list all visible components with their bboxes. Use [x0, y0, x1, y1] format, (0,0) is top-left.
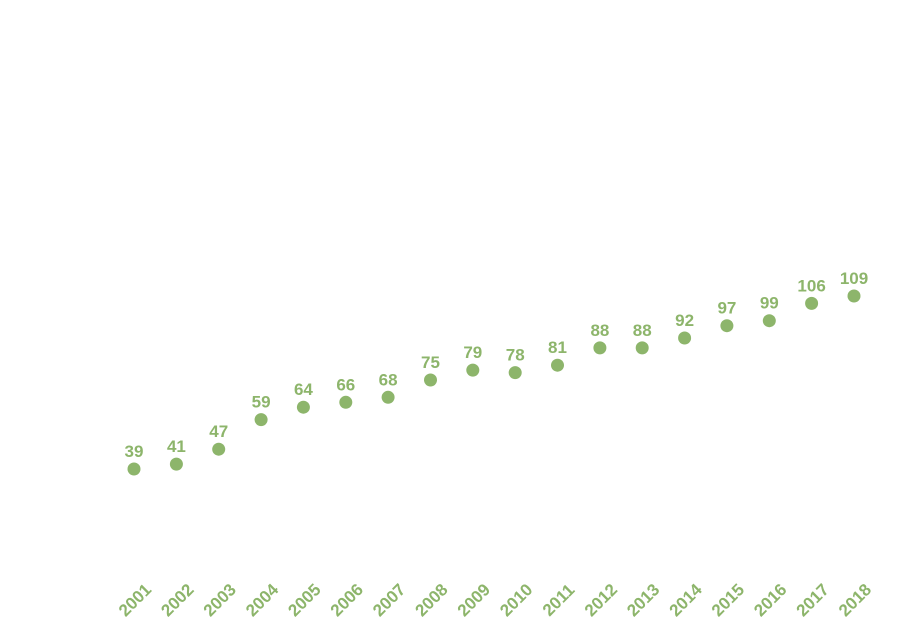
data-label-2005: 64 [294, 380, 313, 399]
x-tick-label-2005: 2005 [284, 580, 324, 620]
data-point-2008 [424, 373, 437, 387]
data-label-2001: 39 [125, 442, 144, 461]
x-tick-label-2001: 2001 [115, 580, 155, 620]
points-layer [127, 289, 861, 476]
data-label-2018: 109 [840, 269, 868, 288]
x-tick-label-2004: 2004 [242, 580, 283, 621]
data-point-2003 [212, 442, 226, 456]
data-point-2005 [296, 400, 310, 414]
data-label-2008: 75 [421, 353, 440, 372]
data-label-2010: 78 [506, 346, 525, 365]
data-label-2009: 79 [463, 343, 482, 362]
data-label-2004: 59 [252, 393, 271, 412]
data-point-2011 [551, 358, 564, 372]
x-tick-label-2017: 2017 [793, 580, 833, 620]
data-point-2017 [805, 296, 819, 310]
x-tick-label-2009: 2009 [454, 580, 494, 620]
x-tick-label-2002: 2002 [157, 580, 197, 620]
data-label-2014: 92 [675, 311, 694, 330]
x-tick-label-2018: 2018 [835, 580, 875, 620]
x-tick-label-2014: 2014 [666, 580, 707, 621]
x-tick-labels-layer: 2001 2002 2003 2004 2005 2006 2007 2008 2009 2010… [115, 580, 875, 621]
data-label-2013: 88 [633, 321, 652, 340]
data-point-2013 [635, 341, 649, 355]
data-point-2002 [169, 457, 183, 471]
x-tick-label-2012: 2012 [581, 580, 621, 620]
x-tick-label-2015: 2015 [708, 580, 748, 620]
data-label-2011: 81 [548, 338, 567, 357]
data-label-2003: 47 [209, 422, 228, 441]
x-tick-label-2016: 2016 [750, 580, 790, 620]
data-point-2014 [678, 331, 692, 345]
data-point-2010 [508, 366, 522, 380]
data-label-2012: 88 [590, 321, 609, 340]
data-point-2007 [381, 390, 395, 404]
data-point-2012 [593, 341, 607, 355]
x-tick-label-2010: 2010 [496, 580, 536, 620]
data-label-2002: 41 [167, 437, 186, 456]
data-point-2006 [339, 395, 353, 409]
data-point-2015 [720, 319, 734, 333]
data-label-2006: 66 [336, 375, 355, 394]
x-tick-label-2006: 2006 [327, 580, 367, 620]
x-tick-label-2007: 2007 [369, 580, 409, 620]
x-tick-label-2008: 2008 [412, 580, 452, 620]
data-labels-layer: 39 41 47 59 64 66 68 75 79 78 81 88 88 92 97 99 106 109 [125, 269, 869, 461]
x-tick-label-2011: 2011 [539, 580, 579, 620]
data-point-2018 [847, 289, 861, 303]
data-point-2009 [466, 363, 480, 377]
data-point-2004 [254, 413, 268, 427]
data-label-2007: 68 [379, 370, 398, 389]
data-label-2016: 99 [760, 294, 779, 313]
x-tick-label-2003: 2003 [200, 580, 240, 620]
data-label-2015: 97 [717, 299, 736, 318]
data-point-2016 [762, 314, 776, 328]
x-tick-label-2013: 2013 [623, 580, 663, 620]
data-point-2001 [127, 462, 141, 476]
data-label-2017: 106 [797, 276, 825, 295]
